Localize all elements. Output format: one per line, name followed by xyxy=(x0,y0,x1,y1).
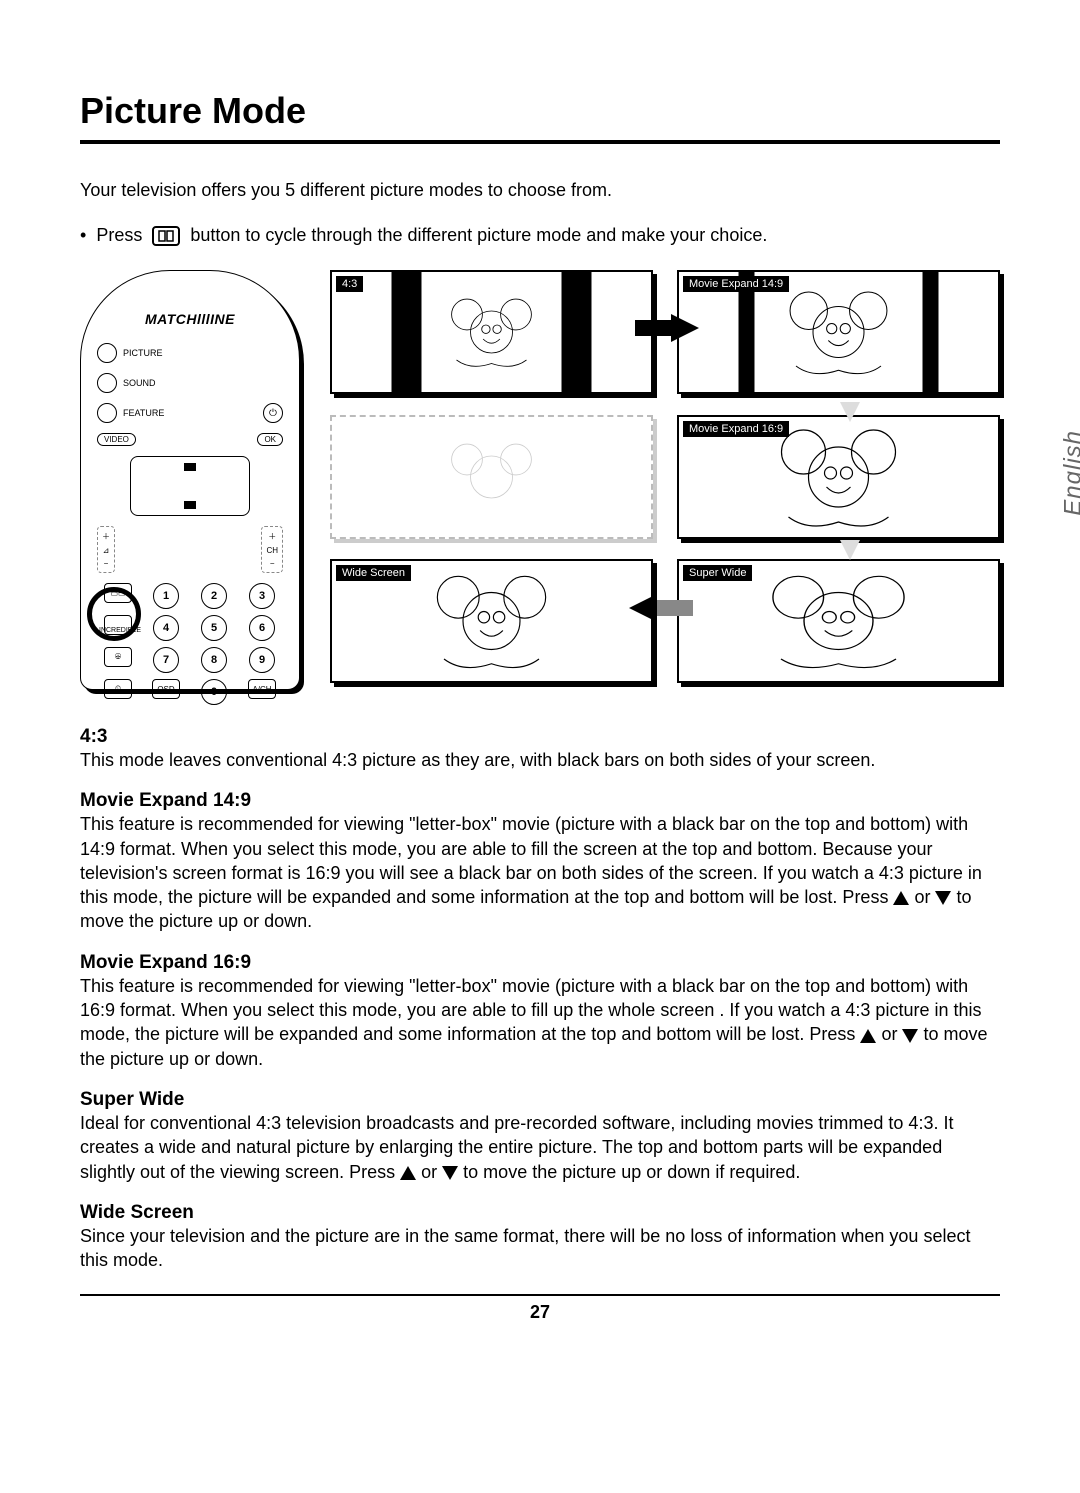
arrow-down-2 xyxy=(840,540,860,560)
btn-ach: A/CH xyxy=(248,679,276,699)
thumb-4-3: 4:3 xyxy=(330,270,653,394)
section-title: 4:3 xyxy=(80,726,1000,748)
vol-ch-row: ＋⊿− ＋CH− xyxy=(97,526,283,573)
page-title: Picture Mode xyxy=(80,90,1000,132)
thumb-transition xyxy=(330,415,653,539)
section-title: Movie Expand 16:9 xyxy=(80,952,1000,974)
thumb-label: Movie Expand 16:9 xyxy=(683,421,789,437)
bullet: • xyxy=(80,225,86,246)
mode-thumbnails: 4:3 Movie Expand 14:9 Movie Expand 16:9 … xyxy=(330,270,1000,690)
manual-page: Picture Mode Your television offers you … xyxy=(0,0,1080,1363)
instruction: • Press button to cycle through the diff… xyxy=(80,225,1000,246)
num-3: 3 xyxy=(249,583,275,609)
section-body: Ideal for conventional 4:3 television br… xyxy=(80,1111,1000,1184)
picture-mode-button-icon xyxy=(152,226,180,246)
arrow-left-1 xyxy=(629,594,657,622)
up-arrow-icon xyxy=(893,891,909,905)
remote-illustration: MATCHlllINE PICTURE SOUND FEATURE ⏻ VIDE… xyxy=(80,270,300,690)
section-body: This mode leaves conventional 4:3 pictur… xyxy=(80,748,1000,772)
num-9: 9 xyxy=(249,647,275,673)
up-arrow-icon xyxy=(860,1029,876,1043)
thumb-label: Movie Expand 14:9 xyxy=(683,276,789,292)
num-2: 2 xyxy=(201,583,227,609)
instr-suffix: button to cycle through the different pi… xyxy=(190,225,767,246)
num-0: 0 xyxy=(201,679,227,705)
arrow-down-1 xyxy=(840,402,860,422)
figures-row: MATCHlllINE PICTURE SOUND FEATURE ⏻ VIDE… xyxy=(80,270,1000,690)
instr-prefix: Press xyxy=(96,225,142,246)
section-body: Since your television and the picture ar… xyxy=(80,1224,1000,1273)
section-title: Wide Screen xyxy=(80,1202,1000,1224)
btn-timer: ⏲ xyxy=(104,679,132,699)
thumb-14-9: Movie Expand 14:9 xyxy=(677,270,1000,394)
thumb-label: Wide Screen xyxy=(336,565,411,581)
btn-feature xyxy=(97,403,117,423)
arrow-tail-1 xyxy=(635,320,671,336)
thumb-label: Super Wide xyxy=(683,565,752,581)
dpad xyxy=(130,456,250,516)
section-title: Super Wide xyxy=(80,1089,1000,1111)
mode-descriptions: 4:3This mode leaves conventional 4:3 pic… xyxy=(80,726,1000,1272)
remote-brand: MATCHlllINE xyxy=(97,311,283,327)
thumb-wide: Wide Screen xyxy=(330,559,653,683)
btn-sound xyxy=(97,373,117,393)
thumb-label: 4:3 xyxy=(336,276,363,292)
btn-incredible: 🕀 xyxy=(104,647,132,667)
num-7: 7 xyxy=(153,647,179,673)
numpad: ▭▭ 1 2 3 4 5 6 🕀 7 8 9 ⏲ OSD 0 A/CH xyxy=(97,583,283,705)
btn-video: VIDEO xyxy=(97,433,136,446)
arrow-right-1 xyxy=(671,314,699,342)
num-8: 8 xyxy=(201,647,227,673)
btn-ok: OK xyxy=(257,433,283,446)
num-5: 5 xyxy=(201,615,227,641)
btn-mode-icon: ▭▭ xyxy=(104,583,132,603)
up-arrow-icon xyxy=(400,1166,416,1180)
btn-osd: OSD xyxy=(152,679,180,699)
btn-power: ⏻ xyxy=(263,403,283,423)
section-title: Movie Expand 14:9 xyxy=(80,790,1000,812)
thumb-super-wide: Super Wide xyxy=(677,559,1000,683)
num-6: 6 xyxy=(249,615,275,641)
down-arrow-icon xyxy=(902,1029,918,1043)
section-body: This feature is recommended for viewing … xyxy=(80,812,1000,933)
intro-text: Your television offers you 5 different p… xyxy=(80,180,1000,201)
num-1: 1 xyxy=(153,583,179,609)
title-rule xyxy=(80,140,1000,144)
section-body: This feature is recommended for viewing … xyxy=(80,974,1000,1071)
down-arrow-icon xyxy=(442,1166,458,1180)
num-4: 4 xyxy=(153,615,179,641)
arrow-tail-2 xyxy=(657,600,693,616)
language-label: English xyxy=(1060,430,1080,516)
btn-picture xyxy=(97,343,117,363)
footer-rule xyxy=(80,1294,1000,1296)
down-arrow-icon xyxy=(935,891,951,905)
thumb-16-9: Movie Expand 16:9 xyxy=(677,415,1000,539)
page-number: 27 xyxy=(80,1302,1000,1323)
